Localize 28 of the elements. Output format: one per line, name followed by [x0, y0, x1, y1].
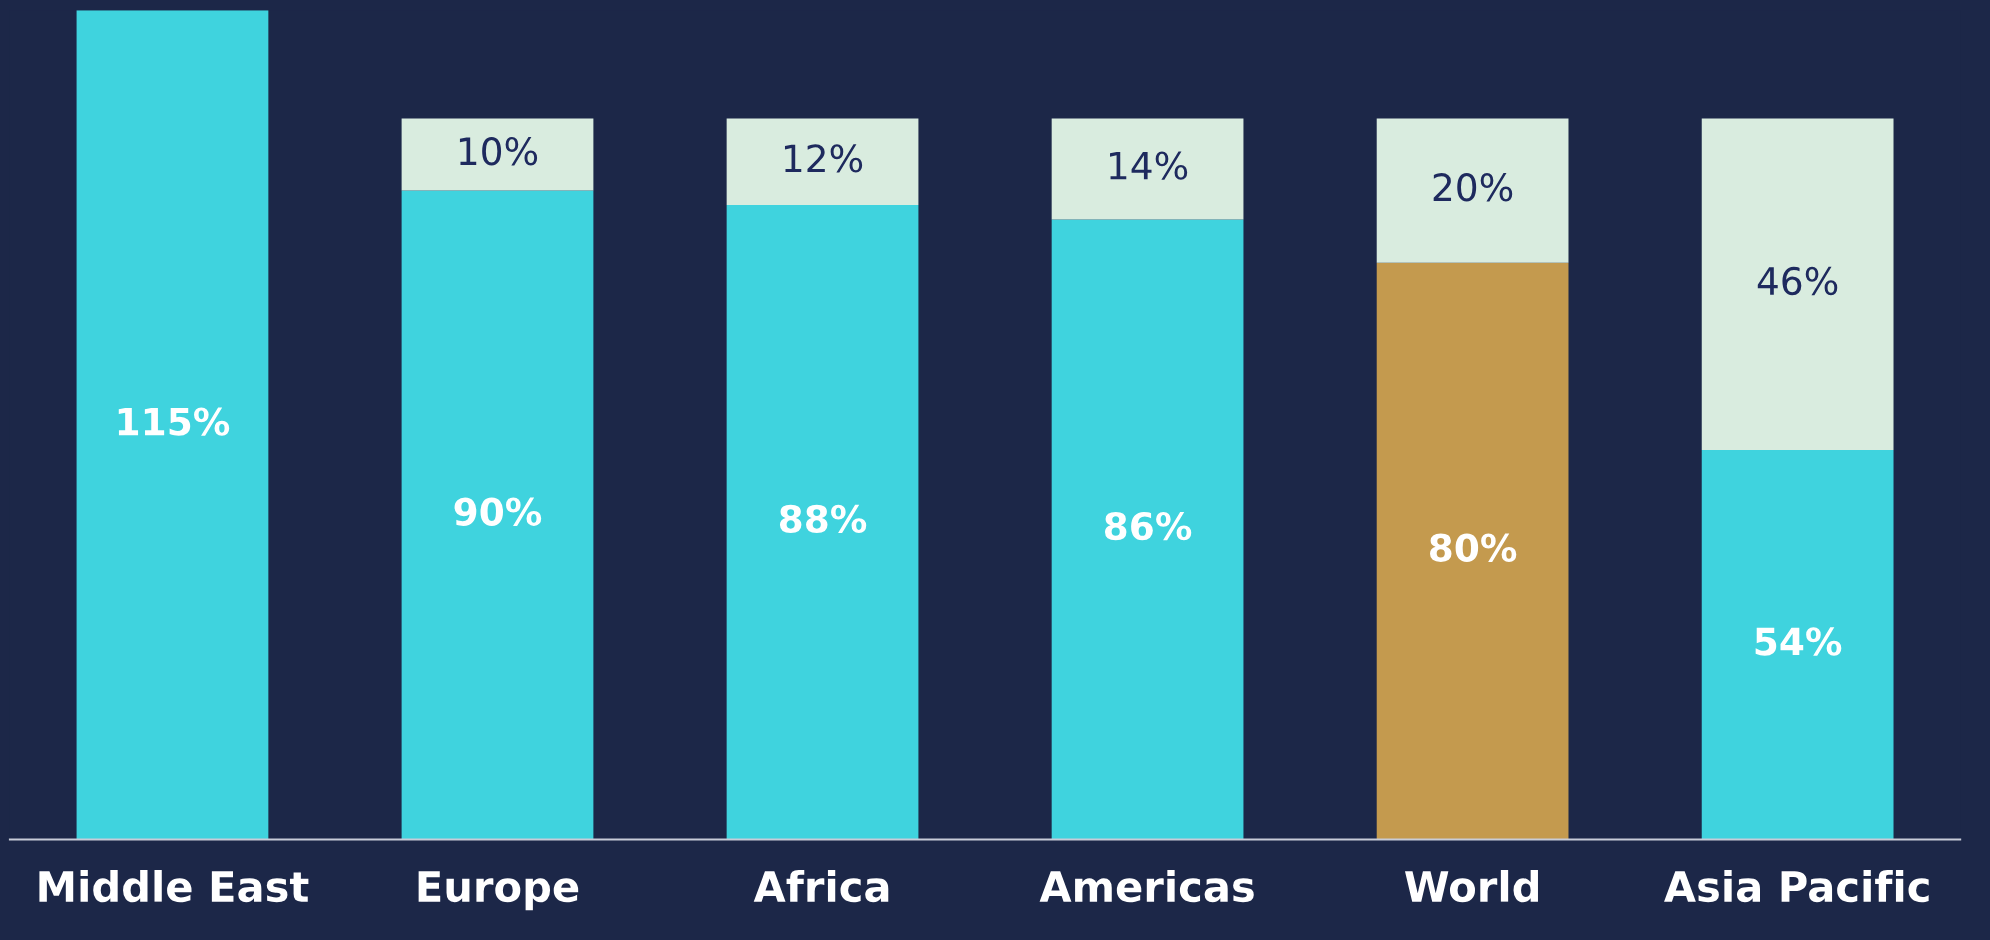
data-label: 88%: [779, 504, 867, 534]
data-label: 90%: [454, 497, 542, 526]
x-tick-label: Middle East: [39, 869, 309, 903]
x-tick-label: Europe: [418, 871, 579, 911]
bar: [1051, 118, 1244, 220]
bar: [726, 118, 919, 205]
bar: [401, 118, 594, 191]
x-tick-label: Americas: [1039, 869, 1254, 903]
data-label: 86%: [1104, 511, 1192, 541]
bar: [1701, 450, 1894, 840]
data-label: 20%: [1433, 173, 1513, 202]
data-label: 46%: [1757, 266, 1838, 296]
data-label: 14%: [1110, 151, 1188, 180]
bar: [76, 10, 269, 840]
bar: [1376, 262, 1569, 840]
x-tick-label: Africa: [753, 869, 889, 903]
data-label: 54%: [1755, 627, 1842, 656]
data-label: 10%: [459, 137, 538, 166]
bar: [1051, 219, 1244, 840]
x-tick-label: World: [1404, 869, 1538, 903]
bar: [726, 204, 919, 840]
data-label: 115%: [118, 407, 230, 436]
data-label: 12%: [784, 144, 863, 173]
bar: [401, 190, 594, 840]
bar: [1376, 118, 1569, 263]
data-label: 80%: [1430, 533, 1517, 562]
bar: [1701, 118, 1894, 451]
x-tick-label: Asia Pacific: [1664, 869, 1929, 903]
